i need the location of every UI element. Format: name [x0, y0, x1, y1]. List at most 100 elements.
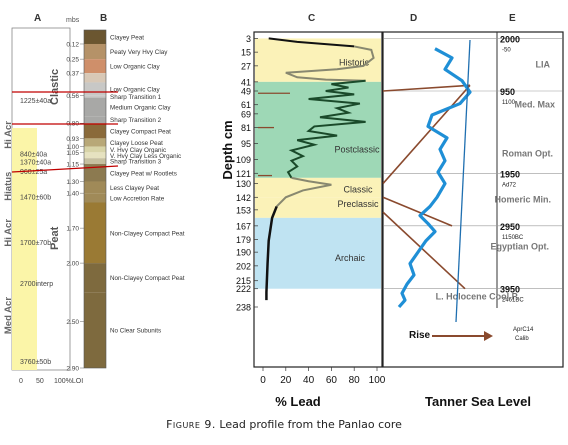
climate-event-label: LIA: [536, 60, 551, 70]
strat-unit: [84, 97, 106, 117]
depth-tick-label: 121: [236, 169, 251, 179]
depth-tick-label: 202: [236, 261, 251, 271]
caption-label: Figure 9.: [166, 418, 216, 431]
stratigraphy-column: [83, 29, 107, 369]
y-axis-title: Depth cm: [220, 120, 235, 179]
strat-unit: [84, 73, 106, 83]
strat-unit: [84, 292, 106, 368]
unit-label: Sharp Transition 3: [110, 159, 162, 166]
correlation-line: [382, 211, 466, 290]
panel-ab: A B mbs Hi Acr Hiatus Hi Acr Med Acr 1225±4…: [3, 13, 185, 385]
unit-label: Clayey Peat: [110, 34, 144, 41]
radiocarbon-date: 840±40a: [20, 152, 47, 159]
depth-tick-label: 0.37: [66, 71, 79, 78]
correlation-line: [382, 84, 471, 185]
panel-a-title: A: [34, 13, 41, 24]
lead-series-top: [268, 37, 355, 48]
strat-unit: [84, 95, 106, 98]
depth-tick-label: 153: [236, 205, 251, 215]
panel-a-x-ticks: 0 50 100%LOI: [19, 378, 83, 385]
unit-label: Sharp Transition 2: [110, 117, 162, 124]
depth-tick-label: 61: [241, 100, 251, 110]
x-tick-label: 0: [260, 375, 266, 386]
unit-label: V. Hvy Clay Less Organic: [110, 153, 181, 160]
strat-unit: [84, 181, 106, 194]
depth-tick-label: 1.30: [66, 179, 79, 186]
strat-column-outline: [83, 29, 107, 369]
depth-tick-label: 3: [246, 34, 251, 44]
x-tick-label: 20: [280, 375, 292, 386]
depth-tick-label: 0.25: [66, 57, 79, 64]
lead-x-ticks: 0 20 40 60 80 100: [260, 367, 386, 386]
correlation-lines: [382, 84, 471, 290]
age-lines: [384, 38, 562, 290]
clastic-zone-label: Clastic: [49, 69, 61, 105]
depth-tick-label: 0.12: [66, 41, 79, 48]
unit-label: Peaty Very Hvy Clay: [110, 49, 168, 56]
period-label: Archaic: [335, 253, 366, 263]
rise-label: Rise: [409, 330, 431, 341]
panel-c: C Historic Postclassic Classic Preclassic Ar…: [220, 13, 386, 409]
figure: A B mbs Hi Acr Hiatus Hi Acr Med Acr 1225±4…: [3, 13, 564, 409]
depth-tick-label: 0.93: [66, 136, 79, 143]
depth-tick-label: 238: [236, 303, 251, 313]
strat-unit: [84, 123, 106, 139]
rise-arrow-head: [484, 331, 493, 341]
panel-de: D E 2000 -50 950 1100 1950 Ad72 2950 1150BC 3950…: [382, 13, 564, 409]
climate-event-label: Homeric Min.: [494, 194, 551, 204]
lead-series-classic: [275, 176, 332, 208]
depth-tick-label: 27: [241, 61, 251, 71]
depth-tick-label: 142: [236, 193, 251, 203]
depth-tick-label: 49: [241, 87, 251, 97]
strat-unit: [84, 193, 106, 203]
x-tick-label: 80: [349, 375, 361, 386]
panel-de-frame: [382, 31, 564, 368]
age-label: 950: [500, 87, 515, 97]
unit-label: Less Clayey Peat: [110, 185, 159, 192]
depth-tick-label: 167: [236, 221, 251, 231]
caption-text: Lead profile from the Panlao core: [219, 418, 402, 431]
sea-level-curve: [397, 47, 472, 309]
climate-events: LIA Med. Max Roman Opt. Homeric Min. Egyptia…: [436, 60, 555, 302]
panel-a-sections: Hi Acr Hiatus Hi Acr Med Acr: [3, 121, 14, 334]
x-axis-title-lead: % Lead: [275, 394, 321, 409]
peat-zone-label: Peat: [49, 226, 61, 250]
period-band: [255, 38, 381, 82]
depth-tick-label: 215: [236, 276, 251, 286]
section-label: Hi Acr: [3, 219, 14, 247]
aprc14-label: AprC14: [513, 327, 534, 333]
strat-unit: [84, 263, 106, 293]
period-band: [255, 197, 381, 218]
period-band: [255, 81, 381, 178]
depth-tick-label: 2.00: [66, 261, 79, 268]
age-label: 3950: [500, 285, 520, 295]
period-band: [255, 217, 381, 289]
radiocarbon-date: 1225±40a: [20, 98, 51, 105]
loi-tick-label: 0: [19, 378, 23, 385]
lead-series-lower: [265, 205, 278, 301]
unit-label: Sharp Transition 1: [110, 94, 162, 101]
depth-tick-label: 2.90: [66, 366, 79, 373]
strat-unit: [84, 152, 106, 159]
correlation-line: [382, 84, 471, 92]
lead-curve: [258, 37, 375, 301]
strat-unit: [84, 59, 106, 74]
unit-label: Clayey Peat w/ Rootlets: [110, 170, 177, 177]
strat-unit: [84, 202, 106, 264]
lead-series-postclassic: [286, 79, 366, 179]
section-label: Hiatus: [3, 172, 14, 201]
radiocarbon-date: 1470±60b: [20, 195, 51, 202]
sea-level-trend: [455, 39, 471, 323]
radiocarbon-date: 3760±50b: [20, 359, 51, 366]
section-label: Hi Acr: [3, 121, 14, 149]
unit-label: Low Accretion Rate: [110, 195, 165, 202]
depth-tick-label: 1.70: [66, 226, 79, 233]
radiocarbon-date: 2700interp: [20, 281, 53, 288]
age-sublabel: -50: [502, 47, 511, 53]
unit-label: No Clear Subunits: [110, 328, 161, 335]
age-sublabel: 1150BC: [502, 235, 524, 241]
period-label: Classic: [343, 184, 373, 194]
period-label: Postclassic: [334, 144, 380, 154]
